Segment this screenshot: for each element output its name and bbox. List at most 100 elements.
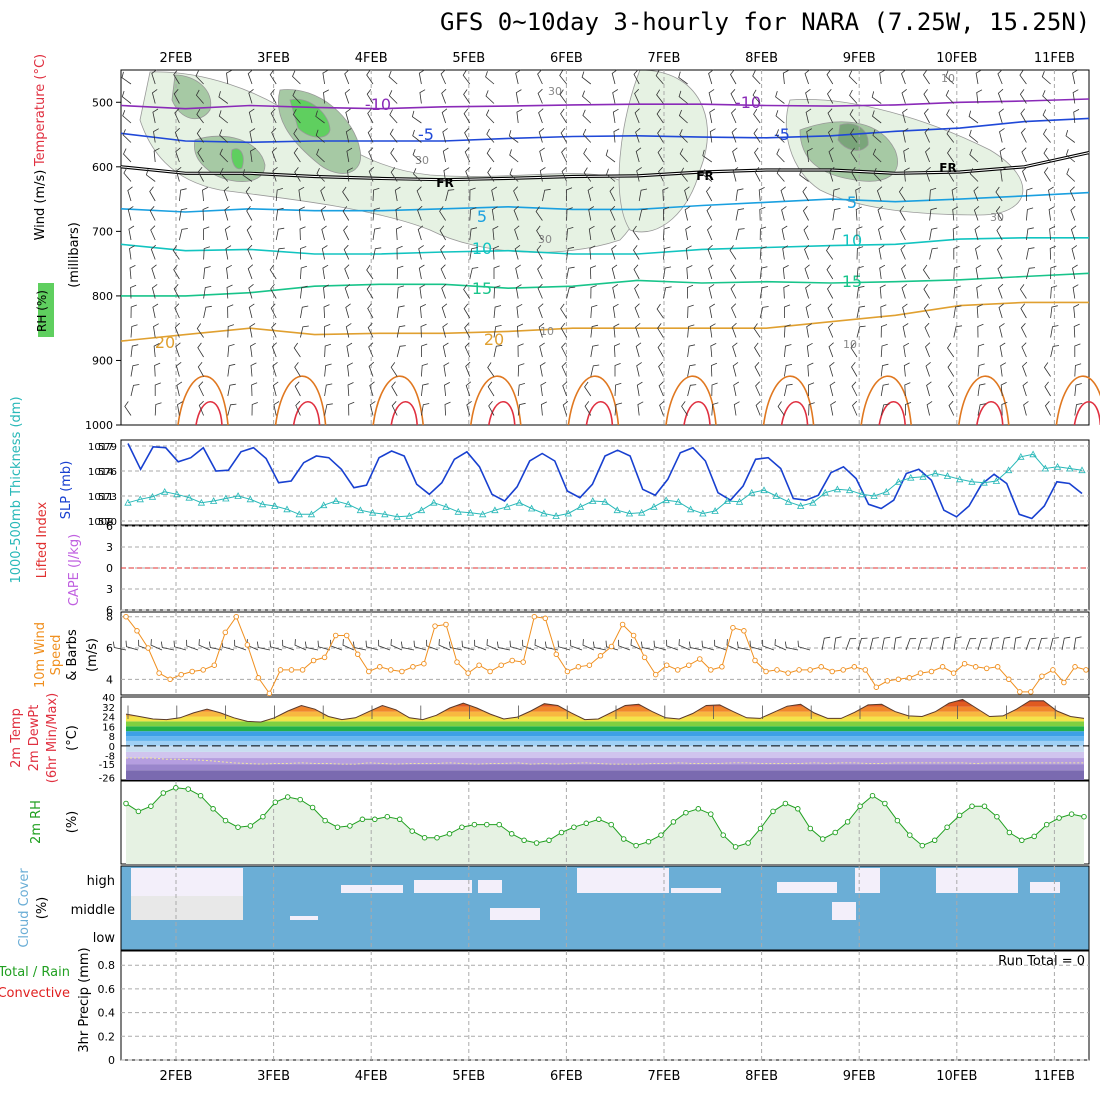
wind-barb: [589, 265, 597, 280]
wind-barb: [323, 304, 330, 319]
wind-barb: [804, 69, 810, 85]
wind-barb: [145, 168, 156, 182]
ylabel-2m-temp: 2m Temp: [9, 708, 24, 768]
rh-marker: [1031, 833, 1037, 840]
wind-barb: [515, 89, 522, 104]
ylabel-2m-dewpt: 2m DewPt: [27, 705, 42, 772]
wind-barb: [198, 400, 204, 416]
thickness-marker: [784, 497, 793, 505]
cloud-gap: [520, 908, 540, 920]
wind-barb: [872, 110, 882, 124]
wind-barb: [464, 147, 471, 163]
wind-barb: [849, 109, 858, 124]
wind-barb: [342, 186, 350, 202]
wind-barb: [272, 361, 278, 377]
thickness-marker: [271, 502, 279, 509]
wind-barb: [315, 129, 325, 143]
contour-label: 30: [415, 154, 429, 167]
wind-barb: [463, 303, 471, 319]
wind-barb: [245, 186, 253, 202]
wind-barb: [294, 362, 301, 377]
wind-barb: [251, 402, 258, 416]
wind-barb: [560, 128, 567, 143]
rh-marker: [931, 837, 938, 844]
wind-barb: [389, 128, 398, 143]
boundary-layer-contour: [488, 400, 516, 426]
slp-tick-label: 1011: [88, 492, 113, 503]
wind-barb: [1001, 401, 1008, 416]
wind-barb: [924, 127, 930, 143]
rh-marker: [894, 817, 901, 824]
wind-barb: [324, 383, 333, 397]
wind-barb: [227, 403, 237, 416]
wind-barb: [707, 225, 713, 241]
wind-barb: [1066, 168, 1076, 182]
wind-barb: [1048, 206, 1055, 221]
wind-barb: [272, 381, 279, 397]
wind-barb: [300, 305, 309, 319]
cloud-level-label: middle: [71, 903, 115, 918]
thickness-marker: [797, 502, 805, 509]
wind-speed-marker: [895, 676, 902, 683]
rh-marker: [235, 824, 241, 830]
wind-barb: [656, 303, 664, 319]
wind-barb: [315, 110, 325, 124]
surface-wind-barb: [749, 640, 763, 651]
rh-marker: [123, 800, 129, 807]
wind-barb: [782, 245, 789, 260]
surface-wind-barb: [953, 636, 962, 651]
wind-barb: [250, 147, 256, 163]
surface-wind-barb: [365, 640, 379, 651]
wind-barb: [657, 342, 664, 358]
wind-barb: [566, 227, 574, 241]
thickness-tick-label: 570: [98, 517, 117, 528]
wind-barb: [129, 245, 135, 260]
wind-barb: [634, 108, 640, 124]
precip-tick-label: 0.6: [98, 983, 116, 996]
wind-barb: [271, 322, 277, 338]
rh-marker: [720, 832, 726, 838]
wind-barb: [1000, 382, 1007, 397]
wind-tick-label: 8: [106, 611, 113, 624]
thickness-tick-label: 579: [98, 442, 117, 453]
wind-barb: [418, 264, 425, 280]
wind-barb: [802, 186, 809, 202]
wind-barb: [464, 342, 471, 358]
wind-barb: [1023, 401, 1029, 416]
thickness-marker: [295, 510, 303, 518]
rh-marker: [347, 823, 353, 829]
chart-title: GFS 0~10day 3-hourly for NARA (7.25W, 15…: [440, 8, 1091, 36]
wind-barb: [633, 245, 640, 260]
wind-barb: [924, 322, 930, 338]
wind-barb: [611, 69, 618, 85]
rh-marker: [695, 806, 702, 812]
wind-barb: [658, 361, 664, 377]
wind-barb: [419, 89, 426, 104]
wind-barb: [807, 382, 815, 397]
contour-label: 15: [842, 272, 862, 291]
wind-speed-marker: [597, 653, 604, 659]
wind-barb: [316, 148, 325, 163]
wind-barb: [440, 69, 446, 85]
wind-barb: [732, 147, 738, 163]
thickness-marker: [185, 493, 193, 501]
wind-barb: [610, 225, 616, 241]
wind-barb: [976, 284, 983, 299]
wind-speed-marker: [134, 628, 140, 634]
surface-wind-barb: [977, 637, 988, 651]
thickness-marker: [344, 500, 352, 508]
wind-barb: [589, 245, 596, 260]
wind-barb: [1042, 109, 1051, 124]
wind-barb: [731, 108, 737, 124]
ylabel-ms: (m/s): [85, 638, 100, 672]
wind-barb: [270, 108, 277, 124]
wind-barb: [901, 264, 907, 280]
wind-barb: [491, 206, 498, 221]
surface-wind-barb: [618, 639, 631, 651]
wind-barb: [444, 401, 451, 416]
wind-barb: [1000, 167, 1007, 182]
wind-barb: [708, 89, 715, 104]
wind-barb: [1021, 147, 1027, 163]
wind-barb: [345, 128, 352, 143]
y-tick-label: 1000: [85, 419, 113, 432]
